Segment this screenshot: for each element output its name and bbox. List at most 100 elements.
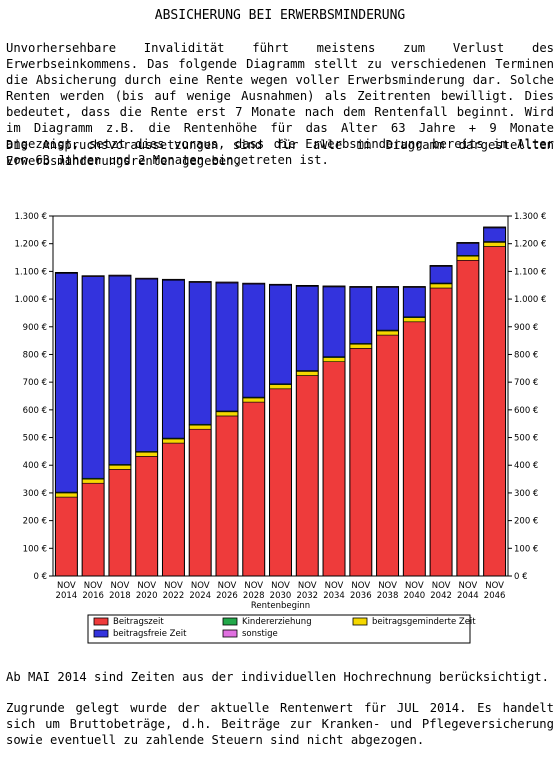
- bar-segment: [403, 317, 426, 323]
- bar-segment: [81, 276, 105, 479]
- bar-segment: [188, 428, 212, 577]
- bar-segment: [483, 227, 506, 242]
- y-tick-label-left: 300 €: [23, 489, 47, 499]
- bar-segment: [483, 242, 506, 247]
- y-tick-label-right: 1.300 €: [514, 212, 546, 222]
- x-tick-label-year: 2022: [163, 591, 185, 601]
- bar-segment: [269, 384, 292, 390]
- legend-label: beitragsgeminderte Zeit: [372, 617, 476, 627]
- x-tick-label-month: NOV: [325, 581, 344, 591]
- legend-swatch: [222, 617, 238, 626]
- y-tick-label-right: 600 €: [514, 406, 538, 416]
- bar-segment: [269, 284, 292, 385]
- legend-swatch: [352, 617, 368, 626]
- x-tick-label-year: 2042: [430, 591, 452, 601]
- x-tick-label-month: NOV: [432, 581, 451, 591]
- bar-segment: [403, 287, 426, 318]
- bar-segment: [81, 478, 105, 484]
- bar-segment: [55, 273, 78, 493]
- x-tick-label-month: NOV: [164, 581, 183, 591]
- y-tick-label-right: 300 €: [514, 489, 538, 499]
- legend-label: sonstige: [242, 629, 278, 639]
- x-tick-label-year: 2018: [109, 591, 131, 601]
- bar-segment: [242, 397, 266, 403]
- bar-segment: [322, 361, 346, 577]
- legend-swatch: [93, 617, 109, 626]
- x-tick-label-month: NOV: [351, 581, 370, 591]
- x-tick-label-year: 2032: [296, 591, 318, 601]
- bar-segment: [429, 266, 453, 284]
- y-tick-label-left: 800 €: [23, 350, 47, 360]
- y-tick-label-left: 1.100 €: [15, 267, 47, 277]
- bar-segment: [108, 464, 132, 470]
- x-tick-label-month: NOV: [57, 581, 76, 591]
- y-tick-label-left: 0 €: [33, 572, 47, 582]
- x-tick-label-year: 2034: [323, 591, 345, 601]
- bar-segment: [322, 286, 346, 357]
- bar-segment: [349, 348, 373, 577]
- y-tick-label-right: 400 €: [514, 461, 538, 471]
- bar-segment: [429, 287, 453, 577]
- y-tick-label-left: 900 €: [23, 323, 47, 333]
- bar-segment: [162, 442, 185, 577]
- x-tick-label-month: NOV: [137, 581, 156, 591]
- bar-segment: [215, 411, 239, 417]
- x-tick-label-year: 2036: [350, 591, 372, 601]
- bar-segment: [55, 492, 78, 498]
- chart-legend: Beitragszeit Kindererziehung beitragsgemin…: [87, 614, 476, 644]
- bar-segment: [269, 388, 292, 577]
- bar-segment: [188, 424, 212, 430]
- y-tick-label-right: 1.200 €: [514, 240, 546, 250]
- y-tick-label-left: 200 €: [23, 517, 47, 527]
- x-tick-label-month: NOV: [218, 581, 237, 591]
- y-tick-label-left: 600 €: [23, 406, 47, 416]
- bar-segment: [215, 282, 239, 412]
- x-tick-label-year: 2044: [457, 591, 479, 601]
- projection-note: Ab MAI 2014 sind Zeiten aus der individu…: [6, 670, 549, 684]
- pension-chart: 0 € 0 € 100 € 100 € 200 € 200 € 300 € 300 € 400 …: [15, 212, 547, 644]
- bar-segment: [322, 357, 346, 362]
- y-tick-label-left: 1.300 €: [15, 212, 47, 222]
- bars-layer: [54, 226, 507, 577]
- y-tick-label-right: 200 €: [514, 517, 538, 527]
- bar-segment: [376, 334, 399, 577]
- bar-segment: [55, 496, 78, 577]
- x-tick-label-year: 2030: [270, 591, 292, 601]
- bar-segment: [135, 278, 158, 452]
- x-tick-label-year: 2020: [136, 591, 158, 601]
- x-tick-label-year: 2046: [484, 591, 506, 601]
- bar-segment: [162, 279, 185, 439]
- bar-segment: [135, 451, 158, 457]
- intro-paragraph: Unvorhersehbare Invalidität führt meiste…: [6, 41, 554, 167]
- x-tick-label-month: NOV: [378, 581, 397, 591]
- x-tick-label-month: NOV: [191, 581, 210, 591]
- legend-swatch: [222, 629, 238, 638]
- y-tick-label-right: 500 €: [514, 434, 538, 444]
- bar-segment: [108, 469, 132, 577]
- plot-frame: [52, 215, 509, 577]
- bar-segment: [349, 343, 373, 349]
- x-tick-label-month: NOV: [244, 581, 263, 591]
- axis-layer: 0 € 0 € 100 € 100 € 200 € 200 € 300 € 300 € 400 …: [15, 212, 547, 582]
- bar-segment: [295, 286, 319, 371]
- y-tick-label-left: 1.000 €: [15, 295, 47, 305]
- x-tick-label-month: NOV: [458, 581, 477, 591]
- x-tick-label-year: 2016: [82, 591, 104, 601]
- x-tick-label-year: 2038: [377, 591, 399, 601]
- y-tick-label-right: 900 €: [514, 323, 538, 333]
- y-tick-label-left: 700 €: [23, 378, 47, 388]
- bar-segment: [295, 375, 319, 577]
- x-tick-label-month: NOV: [405, 581, 424, 591]
- x-tick-label-month: NOV: [485, 581, 504, 591]
- bar-segment: [81, 482, 105, 577]
- bar-segment: [215, 415, 239, 577]
- y-tick-label-left: 500 €: [23, 434, 47, 444]
- bar-segment: [108, 275, 132, 465]
- y-tick-label-left: 400 €: [23, 461, 47, 471]
- bar-segment: [135, 456, 158, 577]
- x-tick-label-month: NOV: [298, 581, 317, 591]
- bar-segment: [188, 282, 212, 425]
- bar-segment: [429, 283, 453, 289]
- y-tick-label-right: 0 €: [514, 572, 528, 582]
- y-tick-label-right: 1.000 €: [514, 295, 546, 305]
